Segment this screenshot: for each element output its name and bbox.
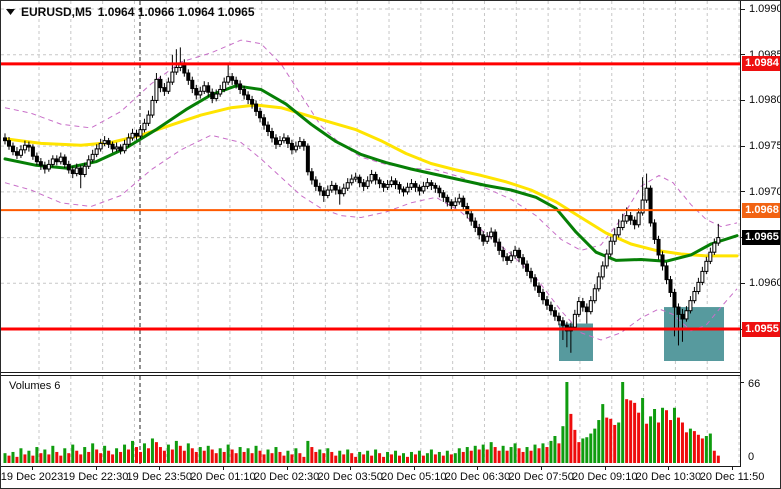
volume-axis-min-label: 0	[748, 451, 755, 463]
time-axis-label: 19 Dec 22:30	[62, 471, 129, 483]
bollinger-lower-band	[4, 134, 738, 341]
quote-ohlc-values: 1.0964 1.0966 1.0964 1.0965	[97, 5, 255, 19]
time-axis-tick	[32, 467, 33, 470]
time-axis-tick	[477, 467, 479, 470]
price-axis-label: 1.0970	[749, 185, 781, 198]
time-axis-tick	[668, 467, 670, 470]
time-axis-label: 20 Dec 02:30	[253, 471, 320, 483]
price-axis-tick	[741, 8, 745, 10]
price-axis-label: 1.0975	[749, 140, 781, 153]
symbol-period-label: EURUSD,M5	[21, 5, 92, 19]
time-axis-label: 20 Dec 09:10	[572, 471, 638, 483]
time-axis-label: 20 Dec 10:30	[635, 471, 702, 483]
volume-bars	[3, 382, 720, 463]
time-axis-tick	[159, 467, 161, 470]
grid-lines	[1, 1, 740, 372]
ma-fast-green-line	[3, 84, 739, 263]
time-axis-label: 20 Dec 01:10	[190, 471, 256, 483]
price-axis-label: 1.0960	[749, 277, 781, 290]
time-axis-tick	[286, 467, 288, 470]
time-axis-tick	[732, 467, 734, 470]
time-axis-tick	[350, 467, 352, 470]
time-axis-label: 20 Dec 11:50	[699, 471, 765, 483]
time-axis-label: 20 Dec 05:10	[381, 471, 447, 483]
time-axis-label: 20 Dec 03:50	[317, 471, 383, 483]
volume-axis-tick	[740, 382, 744, 383]
price-axis[interactable]: 1.09901.09851.09801.09751.09701.09651.09…	[740, 1, 781, 467]
price-badge: 1.0955	[742, 321, 780, 337]
time-axis-tick	[222, 467, 224, 470]
price-badge: 1.0984	[742, 56, 780, 72]
time-axis[interactable]: 19 Dec 2023 19 Dec 22:30 19 Dec 23:50 20 De…	[0, 467, 780, 488]
quote-toggle-icon[interactable]	[6, 9, 15, 15]
time-axis-label: 19 Dec 2023	[0, 471, 64, 483]
time-axis-tick	[604, 467, 606, 470]
price-badge: 1.0968	[742, 202, 780, 218]
volume-indicator-label: Volumes 6	[9, 380, 61, 392]
price-axis-tick	[741, 99, 745, 101]
time-axis-tick	[541, 467, 543, 470]
time-axis-tick	[413, 467, 415, 470]
quote-header: EURUSD,M5 1.0964 1.0966 1.0964 1.0965	[6, 5, 255, 19]
price-badge: 1.0965	[742, 230, 780, 246]
price-axis-label: 1.0980	[749, 94, 781, 107]
price-axis-tick	[741, 145, 745, 147]
panel-separator-handle[interactable]	[1, 372, 740, 376]
candles-series	[3, 47, 721, 353]
time-axis-label: 20 Dec 07:50	[508, 471, 574, 483]
price-axis-label: 1.0990	[749, 3, 781, 15]
price-axis-tick	[741, 191, 745, 193]
volume-chart-canvas[interactable]	[1, 376, 740, 466]
price-axis-tick	[741, 54, 745, 56]
main-chart-canvas[interactable]	[1, 1, 740, 372]
volume-baseline	[1, 466, 780, 467]
volume-axis-max-label: 66	[748, 378, 761, 390]
time-axis-label: 19 Dec 23:50	[126, 471, 192, 483]
price-axis-tick	[741, 282, 745, 284]
time-axis-label: 20 Dec 06:30	[444, 471, 511, 483]
time-axis-tick	[95, 467, 97, 470]
